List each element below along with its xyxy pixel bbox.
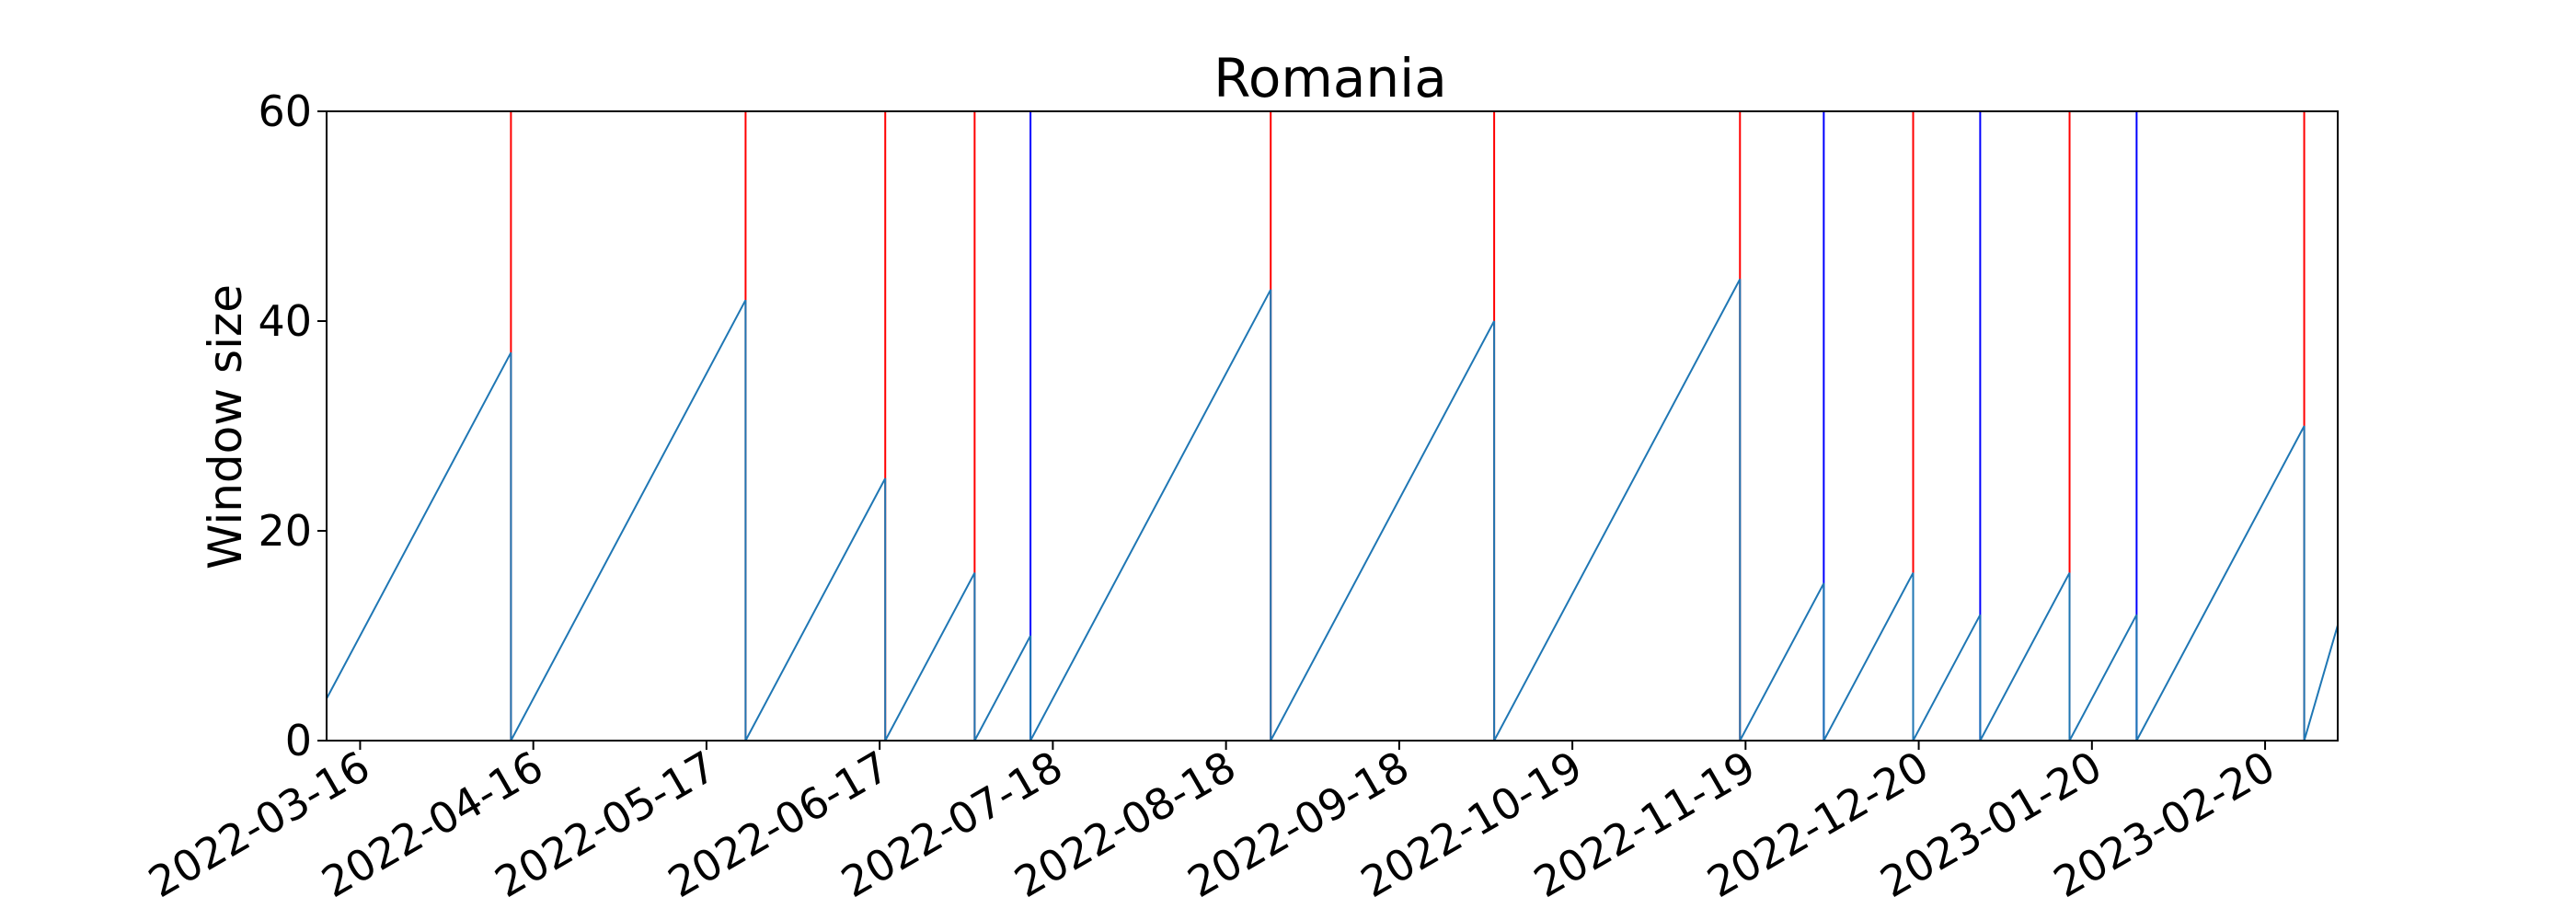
plot-frame [326, 110, 2339, 742]
window-size-series-line [326, 278, 2339, 742]
series-layer [326, 278, 2339, 742]
y-tick-label: 60 [258, 86, 312, 136]
y-axis-label: Window size [199, 284, 252, 569]
y-tick-label: 0 [285, 716, 312, 765]
chart-title: Romania [1213, 47, 1447, 109]
y-axis-ticks: 0 20 40 60 [258, 86, 327, 765]
x-axis-ticks: 2022-03-162022-04-162022-05-172022-06-17… [140, 741, 2283, 907]
event-lines [510, 111, 2339, 741]
y-tick-label: 20 [258, 506, 312, 556]
y-tick-label: 40 [258, 296, 312, 346]
